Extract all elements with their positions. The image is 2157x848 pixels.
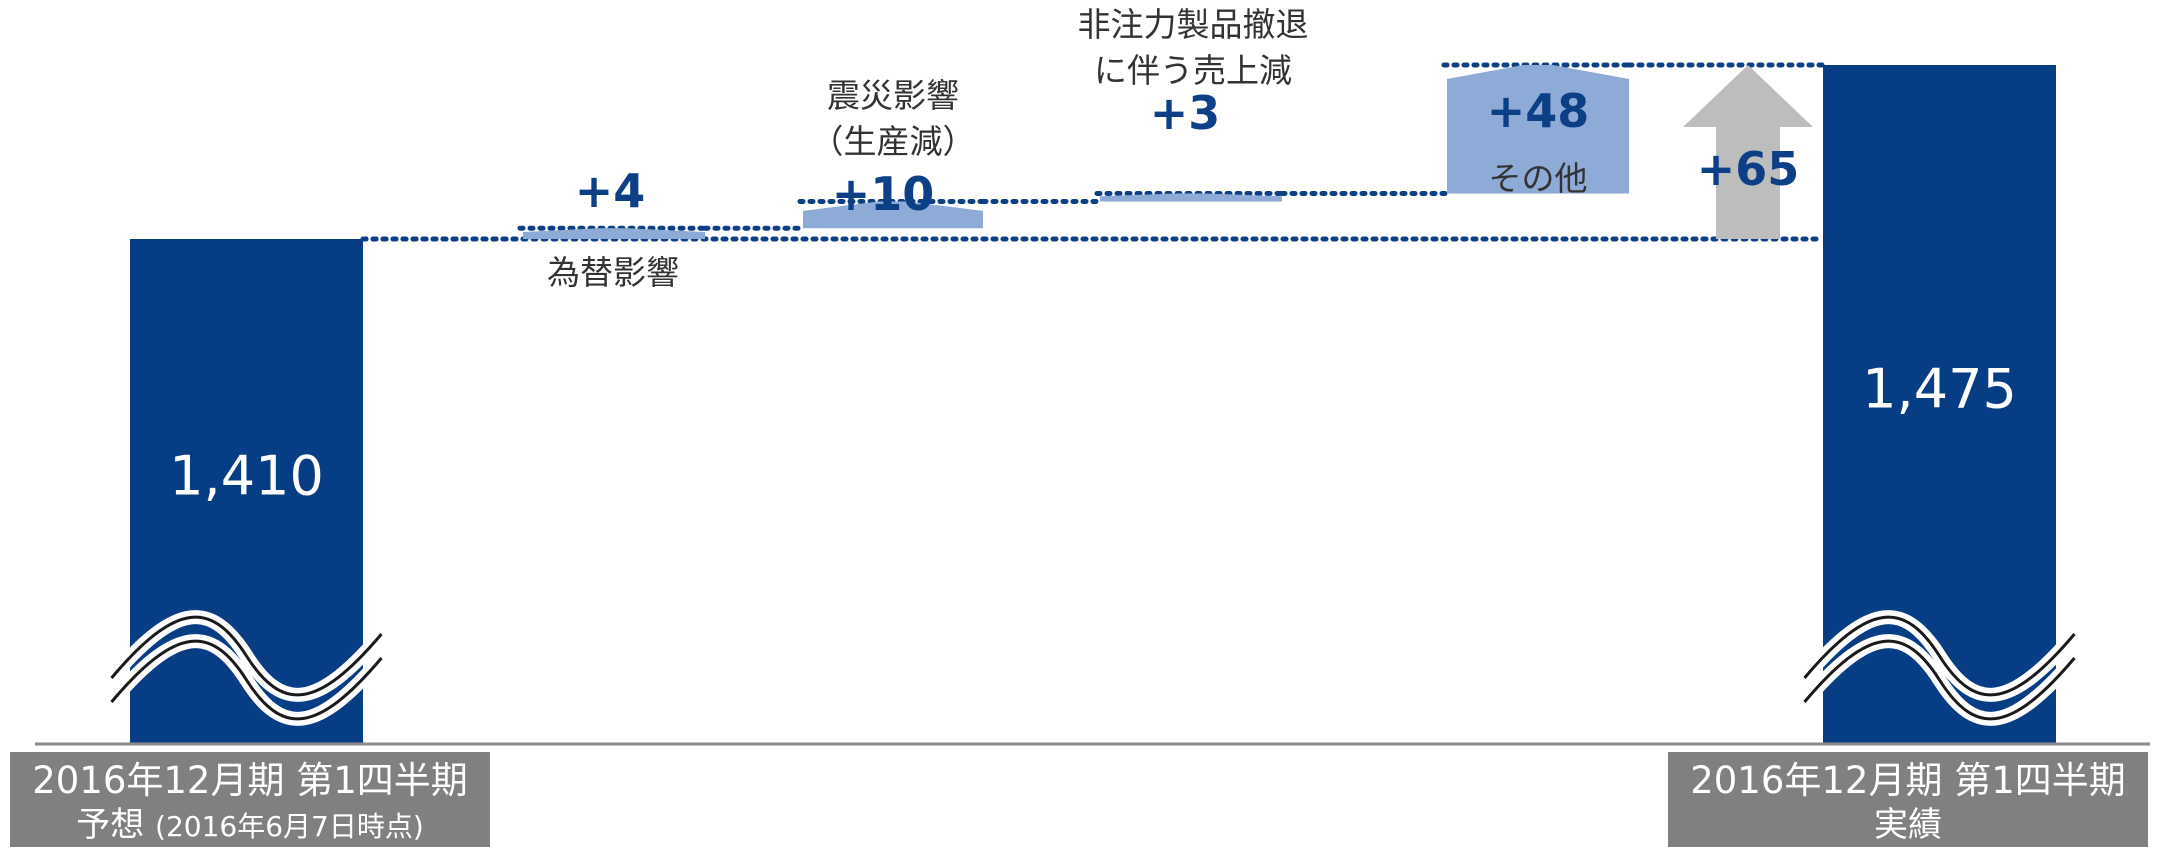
step-name-label: に伴う売上減: [1094, 51, 1292, 90]
step-bars: [523, 65, 1629, 239]
total-change-arrow: [1683, 65, 1813, 239]
axis-break-icon: [1803, 639, 2076, 721]
end-value-label: 1,475: [1862, 358, 2017, 421]
step-name-label: （生産減）: [811, 122, 976, 161]
step-value-label: +3: [1150, 86, 1221, 140]
step-name-label: 為替影響: [547, 253, 679, 292]
step-value-label: +10: [832, 167, 935, 221]
start-label-line2: 予想 (2016年6月7日時点): [10, 804, 490, 848]
axis-break-icon: [1803, 615, 2076, 697]
total-change-label: +65: [1697, 142, 1800, 196]
start-label-main: 予想: [76, 805, 145, 845]
total-change-arrow-shape: [1683, 65, 1813, 239]
step-name-label: 非注力製品撤退: [1078, 5, 1309, 44]
start-label-line1: 2016年12月期 第1四半期: [32, 759, 468, 802]
step-bar: [1100, 193, 1282, 202]
axis-break-icon: [110, 615, 383, 697]
step-name-label: その他: [1489, 159, 1588, 198]
end-category-label: 2016年12月期 第1四半期 実績: [1668, 752, 2148, 847]
end-label-line2: 実績: [1874, 805, 1942, 845]
step-bar: [523, 228, 705, 239]
axis-break-marks: [106, 610, 2080, 726]
step-value-label: +48: [1487, 84, 1590, 138]
step-value-label: +4: [575, 164, 646, 218]
start-category-label: 2016年12月期 第1四半期 予想 (2016年6月7日時点): [10, 752, 490, 847]
end-label-line1: 2016年12月期 第1四半期: [1690, 759, 2126, 802]
step-bar: [803, 201, 983, 229]
chart-labels: 1,410 1,475 +4 為替影響 +10 震災影響 （生産減） +3 非注力製品撤退に伴う…: [169, 5, 2017, 508]
start-label-note: (2016年6月7日時点): [155, 810, 424, 843]
step-bar: [1447, 65, 1629, 194]
axis-break-icon: [110, 639, 383, 721]
step-name-label: 震災影響: [827, 76, 959, 115]
start-value-label: 1,410: [169, 445, 324, 508]
